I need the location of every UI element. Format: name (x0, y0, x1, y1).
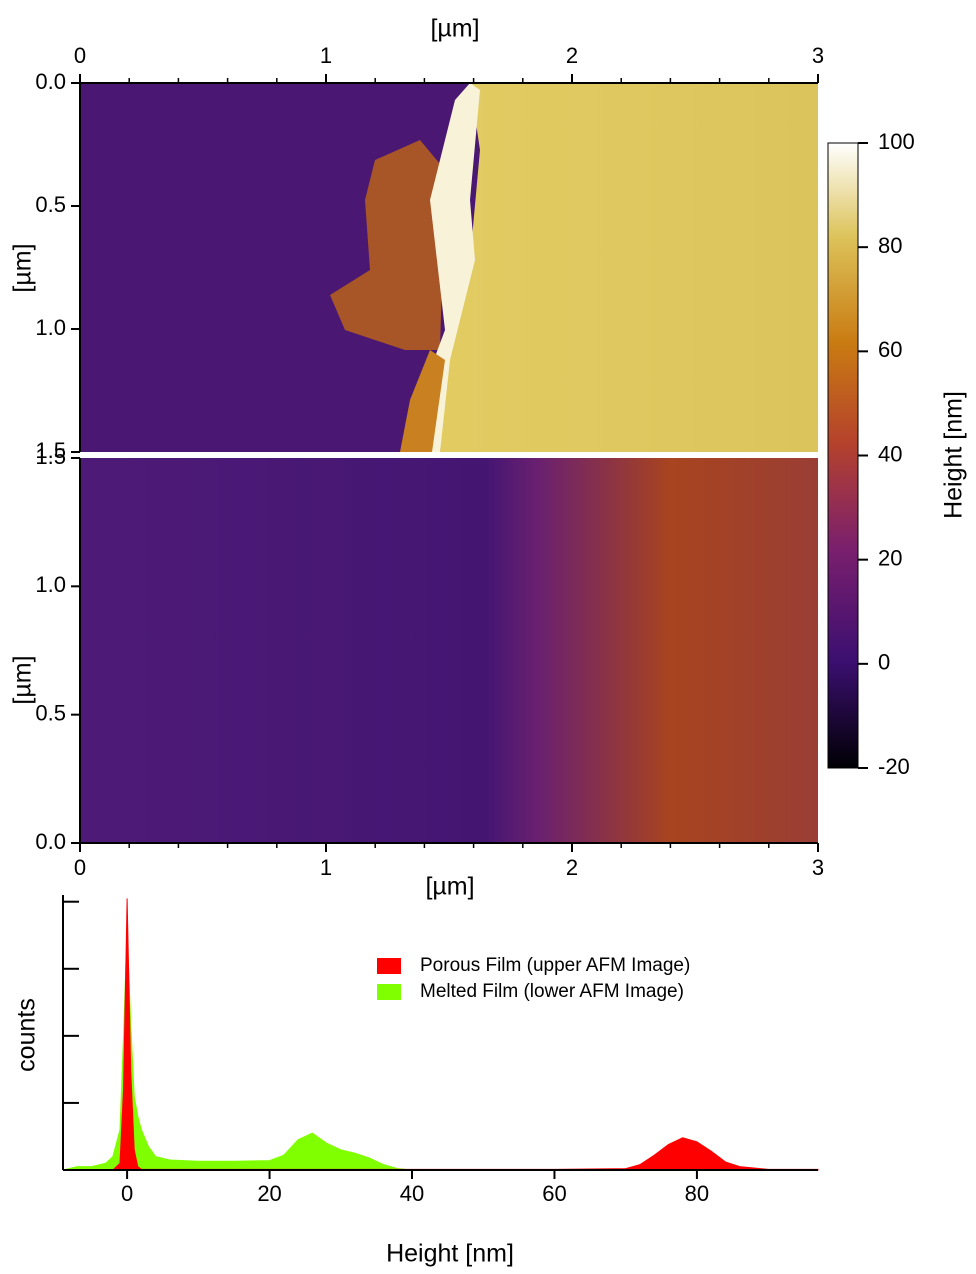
colorbar-tick-label: 20 (878, 545, 902, 570)
x-axis-title: [µm] (425, 873, 474, 901)
y-tick-label: 0.0 (35, 829, 66, 854)
y-tick-label: 1.0 (35, 572, 66, 597)
colorbar-tick-label: -20 (878, 754, 910, 779)
y-tick-label: 1.5 (35, 444, 66, 469)
colorbar-title: Height [nm] (940, 391, 968, 519)
x-tick-label: 3 (812, 855, 824, 880)
x-tick-label: 0 (121, 1181, 133, 1206)
colorbar-tick-label: 40 (878, 441, 902, 466)
y-tick-label: 1.0 (35, 315, 66, 340)
colorbar-tick-label: 0 (878, 650, 890, 675)
x-tick-label: 2 (566, 43, 578, 68)
area (63, 898, 819, 1171)
legend-swatch (377, 984, 401, 1000)
x-axis-title: [µm] (430, 15, 479, 43)
y-axis-title: [µm] (9, 243, 37, 292)
legend-label: Melted Film (lower AFM Image) (420, 981, 684, 1002)
x-tick-label: 0 (74, 855, 86, 880)
x-tick-label: 60 (542, 1181, 566, 1206)
legend-swatch (377, 958, 401, 974)
y-tick-label: 0.0 (35, 69, 66, 94)
upper-afm-image (80, 83, 818, 452)
x-tick-label: 0 (74, 43, 86, 68)
y-tick-label: 0.5 (35, 700, 66, 725)
lower-afm-image (80, 458, 818, 843)
y-tick-label: 0.5 (35, 192, 66, 217)
x-tick-label: 2 (566, 855, 578, 880)
x-axis-title: Height [nm] (386, 1240, 514, 1268)
x-tick-label: 40 (400, 1181, 424, 1206)
x-tick-label: 20 (257, 1181, 281, 1206)
y-axis-title: counts (13, 998, 41, 1072)
colorbar-tick-label: 60 (878, 337, 902, 362)
x-tick-label: 1 (320, 43, 332, 68)
colorbar-tick-label: 100 (878, 129, 915, 154)
y-axis-title: [µm] (9, 655, 37, 704)
x-tick-label: 1 (320, 855, 332, 880)
colorbar (827, 142, 859, 769)
colorbar-tick-label: 80 (878, 233, 902, 258)
legend-label: Porous Film (upper AFM Image) (420, 955, 690, 976)
x-tick-label: 80 (685, 1181, 709, 1206)
y-tick-label: 1.5 (35, 438, 66, 463)
x-tick-label: 3 (812, 43, 824, 68)
